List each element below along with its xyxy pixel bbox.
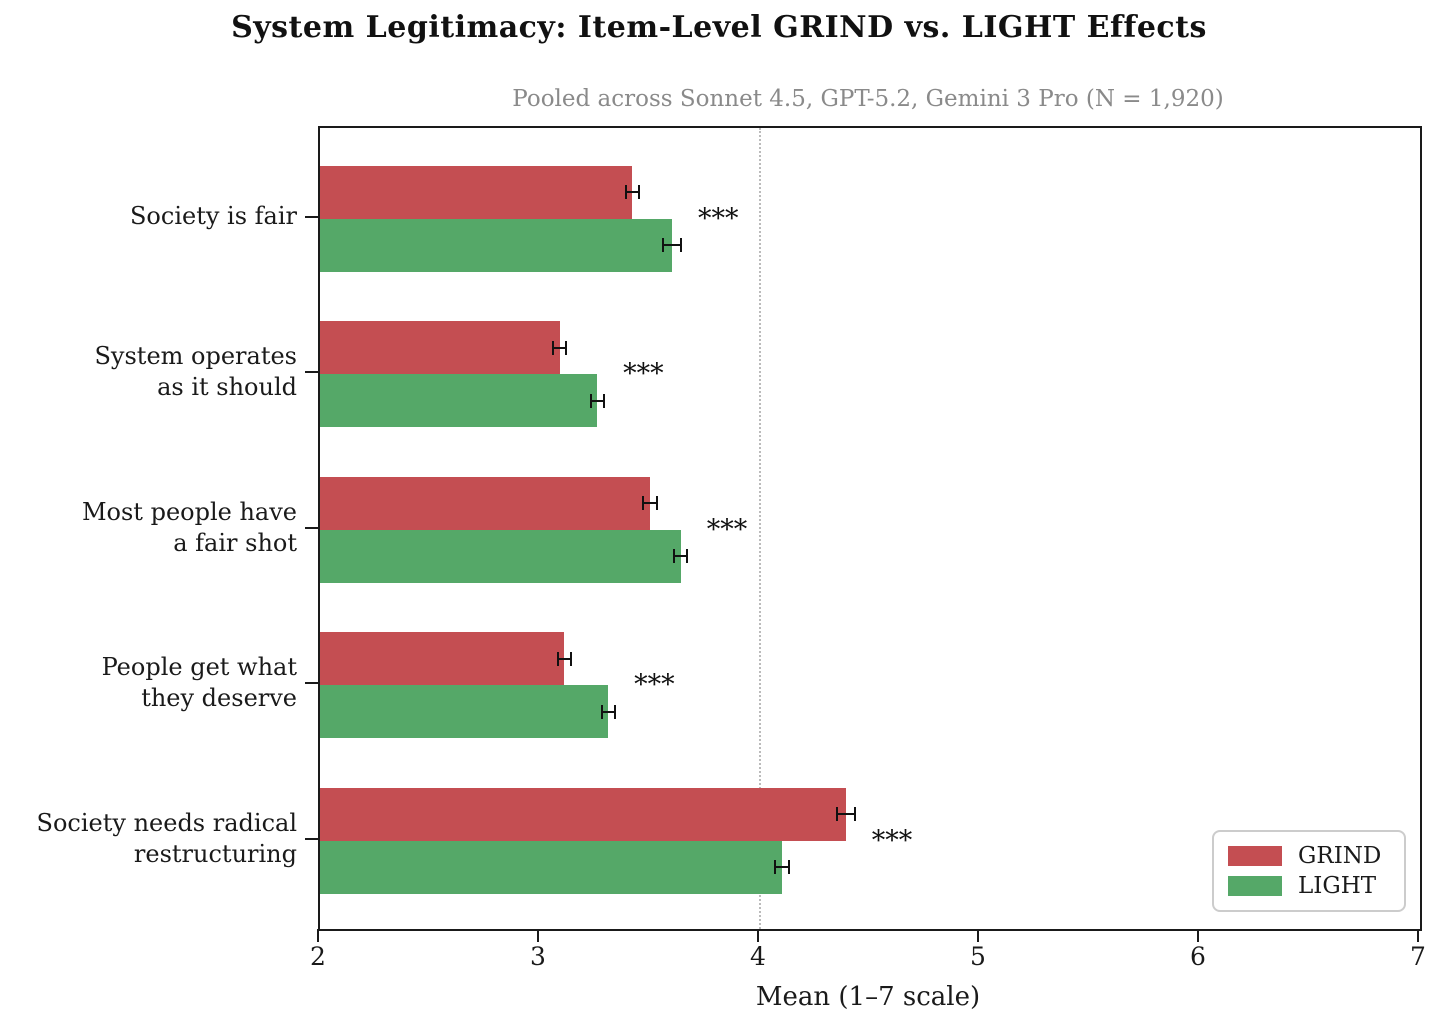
error-bar-grind-2 — [643, 502, 657, 504]
significance-marker-1: *** — [623, 358, 664, 390]
category-label-society-needs-radical: Society needs radical restructuring — [0, 808, 297, 870]
bar-grind-society-needs-radical — [320, 787, 846, 841]
x-tick — [977, 929, 979, 942]
error-bar-cap — [556, 651, 559, 666]
y-tick — [305, 215, 318, 218]
x-tick — [757, 929, 759, 942]
category-label-line: they deserve — [141, 684, 297, 712]
error-bar-cap — [565, 340, 568, 355]
error-bar-light-1 — [590, 399, 604, 402]
error-bar-grind-3 — [557, 657, 571, 660]
error-bar-light-3 — [601, 710, 615, 713]
bar-light-most-people-have — [320, 529, 681, 583]
bar-grind-people-get-what — [320, 632, 565, 685]
bar-grind-society-is-fair — [320, 165, 633, 219]
error-bar-cap — [613, 704, 616, 719]
x-tick — [317, 929, 319, 942]
significance-marker-3: *** — [634, 669, 675, 701]
plot-area: *** *** *** *** *** — [318, 126, 1422, 931]
x-tick-label-4: 4 — [750, 942, 766, 971]
significance-marker-0: *** — [697, 203, 739, 234]
significance-marker-4: *** — [871, 825, 913, 856]
error-bar-cap — [836, 807, 838, 821]
category-label-society-is-fair: Society is fair — [0, 201, 297, 232]
error-bar-light-0 — [663, 244, 681, 246]
x-tick — [1197, 929, 1199, 942]
error-bar-light-2 — [674, 555, 688, 557]
category-label-line: System operates — [94, 342, 297, 370]
category-label-people-get-what: People get what they deserve — [0, 652, 297, 714]
error-bar-cap — [624, 185, 627, 199]
error-bar-grind-0 — [625, 191, 639, 193]
error-bar-cap — [673, 549, 676, 563]
significance-marker-2: *** — [706, 514, 748, 545]
bar-grind-system-operates — [320, 321, 560, 374]
x-tick-label-5: 5 — [970, 942, 986, 971]
error-bar-cap — [655, 496, 658, 510]
error-bar-grind-1 — [553, 346, 567, 349]
bar-grind-most-people-have — [320, 476, 650, 530]
legend-swatch-light — [1228, 876, 1282, 896]
chart-title: System Legitimacy: Item-Level GRIND vs. … — [231, 10, 1207, 45]
error-bar-cap — [774, 860, 777, 874]
error-bar-cap — [642, 496, 645, 510]
error-bar-cap — [853, 807, 856, 821]
error-bar-cap — [602, 393, 605, 408]
legend-rows: GRIND LIGHT — [1228, 841, 1404, 901]
bar-light-society-needs-radical — [320, 840, 782, 894]
category-label-most-people-have: Most people have a fair shot — [0, 497, 297, 559]
error-bar-cap — [686, 549, 689, 563]
legend-row-light: LIGHT — [1228, 871, 1404, 901]
category-label-line: People get what — [101, 653, 297, 681]
x-tick-label-6: 6 — [1190, 942, 1206, 971]
error-bar-cap — [638, 185, 640, 199]
error-bar-cap — [662, 238, 665, 252]
y-tick — [305, 371, 318, 373]
y-tick — [305, 837, 318, 840]
x-tick-label-2: 2 — [310, 942, 326, 971]
category-label-line: Most people have — [81, 497, 297, 526]
category-label-line: Society needs radical — [36, 808, 297, 837]
category-label-system-operates: System operates as it should — [0, 341, 297, 403]
x-tick-label-7: 7 — [1410, 942, 1426, 971]
legend-swatch-grind — [1228, 846, 1282, 866]
error-bar-cap — [600, 704, 603, 719]
category-label-line: as it should — [157, 373, 297, 401]
legend: GRIND LIGHT — [1212, 830, 1406, 912]
error-bar-cap — [679, 238, 682, 252]
legend-row-grind: GRIND — [1228, 841, 1404, 871]
category-label-line: Society is fair — [129, 202, 297, 230]
error-bar-cap — [552, 340, 555, 355]
y-tick — [305, 682, 318, 684]
y-tick — [305, 526, 318, 529]
x-tick-label-3: 3 — [530, 942, 546, 971]
x-tick — [537, 929, 539, 942]
legend-label-grind: GRIND — [1298, 843, 1382, 869]
category-label-line: restructuring — [133, 839, 297, 868]
error-bar-cap — [589, 393, 592, 408]
neutral-reference-line — [759, 128, 761, 929]
error-bar-cap — [569, 651, 572, 666]
bar-light-people-get-what — [320, 685, 609, 738]
error-bar-grind-4 — [837, 813, 855, 815]
x-tick — [1417, 929, 1419, 942]
error-bar-light-4 — [775, 866, 789, 868]
bar-light-society-is-fair — [320, 218, 672, 272]
bar-light-system-operates — [320, 374, 598, 427]
error-bar-cap — [787, 860, 790, 874]
legend-label-light: LIGHT — [1298, 873, 1377, 899]
chart-subtitle: Pooled across Sonnet 4.5, GPT-5.2, Gemin… — [512, 86, 1224, 112]
category-label-line: a fair shot — [173, 528, 297, 557]
x-axis-label: Mean (1–7 scale) — [755, 982, 981, 1012]
